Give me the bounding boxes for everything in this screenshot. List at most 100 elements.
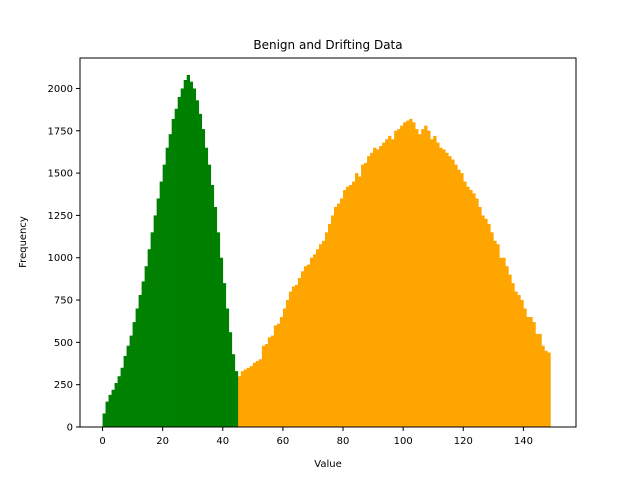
histogram-bar <box>334 206 338 427</box>
y-axis-label: Frequency <box>18 216 29 268</box>
histogram-bar <box>331 215 335 427</box>
histogram-bar <box>144 266 148 427</box>
y-tick-label: 500 <box>54 338 73 349</box>
histogram-bar <box>496 244 500 427</box>
histogram-bar <box>150 232 154 427</box>
histogram-bar <box>538 333 542 427</box>
histogram-bar <box>252 362 257 427</box>
histogram-bar <box>114 382 118 427</box>
histogram-bar <box>234 371 239 427</box>
histogram-bar <box>282 308 287 427</box>
histogram-bar <box>337 203 341 427</box>
histogram-bar <box>505 266 509 427</box>
histogram-bar <box>306 264 311 427</box>
histogram-bar <box>424 125 428 428</box>
histogram-bar <box>481 215 485 427</box>
histogram-bar <box>315 249 320 427</box>
x-tick-label: 140 <box>514 436 533 447</box>
histogram-bar <box>415 129 419 427</box>
histogram-bar <box>195 100 200 427</box>
histogram-bar <box>517 294 521 427</box>
histogram-bar <box>123 355 127 427</box>
histogram-bar <box>379 146 383 427</box>
histogram-bar <box>183 80 188 427</box>
histogram-bar <box>346 186 350 427</box>
histogram-bar <box>535 333 539 427</box>
x-tick-label: 20 <box>156 436 169 447</box>
histogram-bar <box>297 278 302 427</box>
histogram-bar <box>370 152 374 428</box>
histogram-bar <box>198 113 203 428</box>
histogram-bar <box>547 352 551 427</box>
histogram-bar <box>216 232 221 427</box>
histogram-bar <box>153 215 157 427</box>
histogram-bar <box>192 88 197 427</box>
histogram-bar <box>433 135 437 428</box>
histogram-bar <box>400 125 404 428</box>
histogram-bar <box>102 413 106 427</box>
histogram-bar <box>508 274 512 427</box>
histogram-bar <box>213 206 218 427</box>
histogram-bar <box>502 257 506 427</box>
histogram-bar <box>466 186 470 427</box>
histogram-bar <box>448 156 452 428</box>
histogram-bar <box>373 147 377 427</box>
histogram-bar <box>168 134 172 428</box>
bars-layer <box>102 74 551 428</box>
histogram-bar <box>177 96 182 428</box>
histogram-bar <box>312 254 317 427</box>
histogram-bar <box>228 332 233 427</box>
histogram-bar <box>499 257 503 427</box>
histogram-bar <box>174 108 178 427</box>
histogram-bar <box>156 198 160 427</box>
y-tick-label: 1750 <box>48 126 73 137</box>
histogram-bar <box>237 376 242 427</box>
histogram-bar <box>340 198 344 427</box>
histogram-bar <box>231 354 236 427</box>
histogram-bar <box>361 164 365 427</box>
histogram-bar <box>240 371 245 427</box>
histogram-bar <box>246 367 251 427</box>
histogram-bar <box>475 198 479 427</box>
histogram-bar <box>421 129 425 427</box>
plot-frame <box>79 57 577 428</box>
histogram-bar <box>349 184 353 427</box>
histogram-bar <box>406 120 410 427</box>
histogram-bar <box>279 316 284 427</box>
x-tick-label: 0 <box>99 436 105 447</box>
histogram-bar <box>409 118 413 427</box>
histogram-bar <box>544 350 548 427</box>
histogram-bar <box>514 291 518 427</box>
histogram-bar <box>261 345 266 427</box>
histogram-bar <box>219 257 224 427</box>
histogram-bar <box>430 139 434 427</box>
histogram-bar <box>478 206 482 427</box>
histogram-bar <box>376 149 380 427</box>
histogram-bar <box>207 164 212 427</box>
y-tick-label: 0 <box>67 423 73 434</box>
histogram-bar <box>165 147 169 427</box>
histogram-bar <box>222 283 227 427</box>
histogram-bar <box>541 345 545 427</box>
histogram-bar <box>532 322 536 427</box>
histogram-bar <box>523 308 527 427</box>
x-tick-label: 100 <box>394 436 413 447</box>
histogram-bar <box>210 184 215 427</box>
x-tick-label: 120 <box>454 436 473 447</box>
histogram-bar <box>439 147 443 427</box>
histogram-bar <box>117 376 121 427</box>
histogram-bar <box>451 159 455 427</box>
histogram-bar <box>135 308 139 427</box>
histogram-bar <box>291 286 296 427</box>
histogram-bar <box>324 232 329 427</box>
y-tick-label: 1000 <box>48 253 73 264</box>
histogram-bar <box>141 281 145 427</box>
histogram-bar <box>255 360 260 427</box>
histogram-bar <box>403 122 407 427</box>
y-tick-label: 250 <box>54 380 73 391</box>
histogram-bar <box>294 284 299 427</box>
histogram-bar <box>108 394 112 427</box>
histogram-bar <box>460 173 464 427</box>
histogram-bar <box>171 118 175 427</box>
